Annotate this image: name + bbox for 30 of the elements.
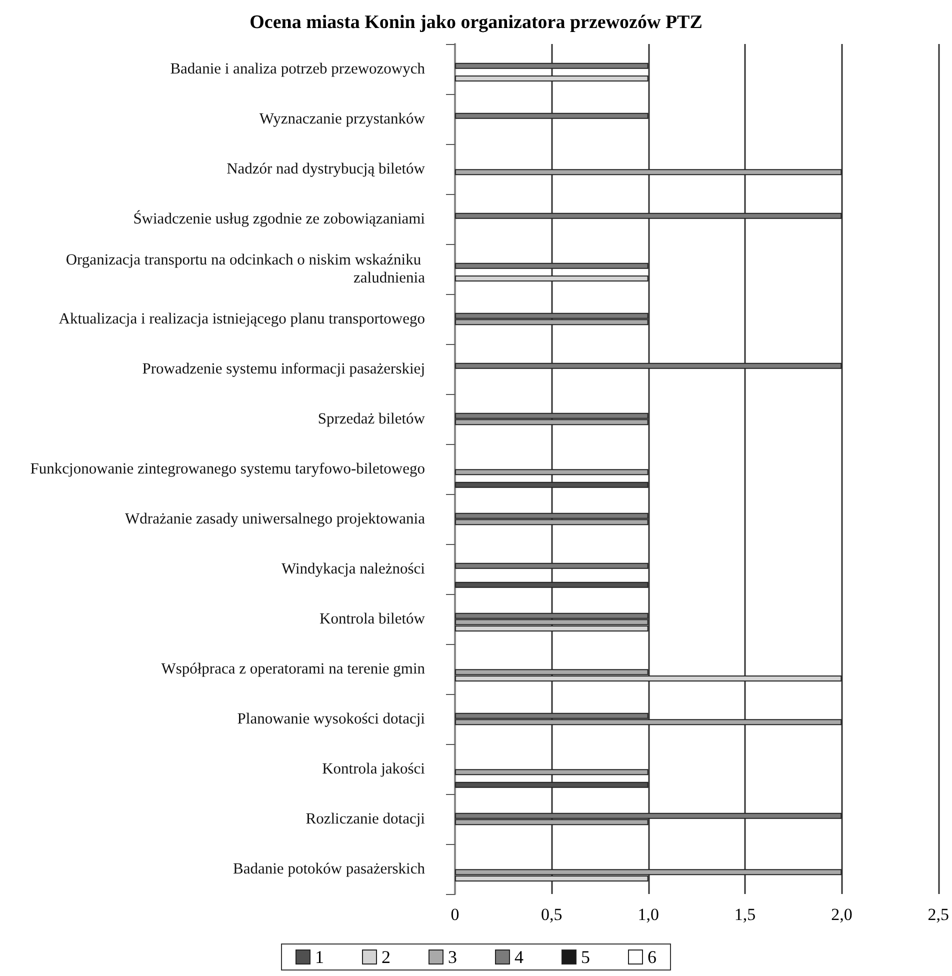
y-tick-label: Planowanie wysokości dotacji — [237, 710, 426, 728]
y-tick-label: Sprzedaż biletów — [318, 410, 426, 428]
x-tick-label: 0 — [450, 905, 460, 924]
y-tick-label: Rozliczanie dotacji — [306, 810, 426, 828]
x-tick-label: 1,0 — [638, 905, 659, 924]
y-tick-label: Prowadzenie systemu informacji pasażerskiej — [142, 360, 425, 378]
legend-label: 6 — [648, 947, 656, 967]
y-tick-label: Wdrażanie zasady uniwersalnego projektowania — [125, 510, 426, 528]
y-tick-label: Aktualizacja i realizacja istniejącego planu transportowego — [58, 310, 426, 328]
y-tick-label: Windykacja należności — [281, 560, 426, 578]
x-tick-label: 0,5 — [541, 905, 562, 924]
y-tick-label: Badanie potoków pasażerskich — [233, 860, 426, 878]
y-tick-label: Świadczenie usług zgodnie ze zobowiązaniami — [133, 210, 426, 228]
x-tick-label: 2,5 — [928, 905, 949, 924]
legend-label: 2 — [382, 947, 390, 967]
y-tick-label: Współpraca z operatorami na terenie gmin — [161, 660, 426, 678]
x-tick-label: 2,0 — [831, 905, 852, 924]
legend-label: 4 — [514, 947, 524, 967]
y-tick-label: Wyznaczanie przystanków — [259, 110, 426, 128]
y-tick-label: Nadzór nad dystrybucją biletów — [226, 160, 426, 178]
legend-label: 1 — [315, 947, 324, 967]
legend-label: 5 — [581, 947, 590, 967]
y-tick-label: Organizacja transportu na odcinkach o niskim wskaźniku zaludnienia — [66, 252, 426, 286]
y-tick-label: Badanie i analiza potrzeb przewozowych — [170, 60, 426, 78]
y-tick-label: Kontrola jakości — [322, 760, 426, 778]
chart-title: Ocena miasta Konin jako organizatora przewozów PTZ — [250, 12, 702, 33]
x-tick-label: 1,5 — [734, 905, 756, 924]
y-tick-label: Kontrola biletów — [320, 610, 426, 628]
y-tick-label: Funkcjonowanie zintegrowanego systemu taryfowo-biletowego — [30, 460, 426, 478]
legend-label: 3 — [448, 947, 457, 967]
